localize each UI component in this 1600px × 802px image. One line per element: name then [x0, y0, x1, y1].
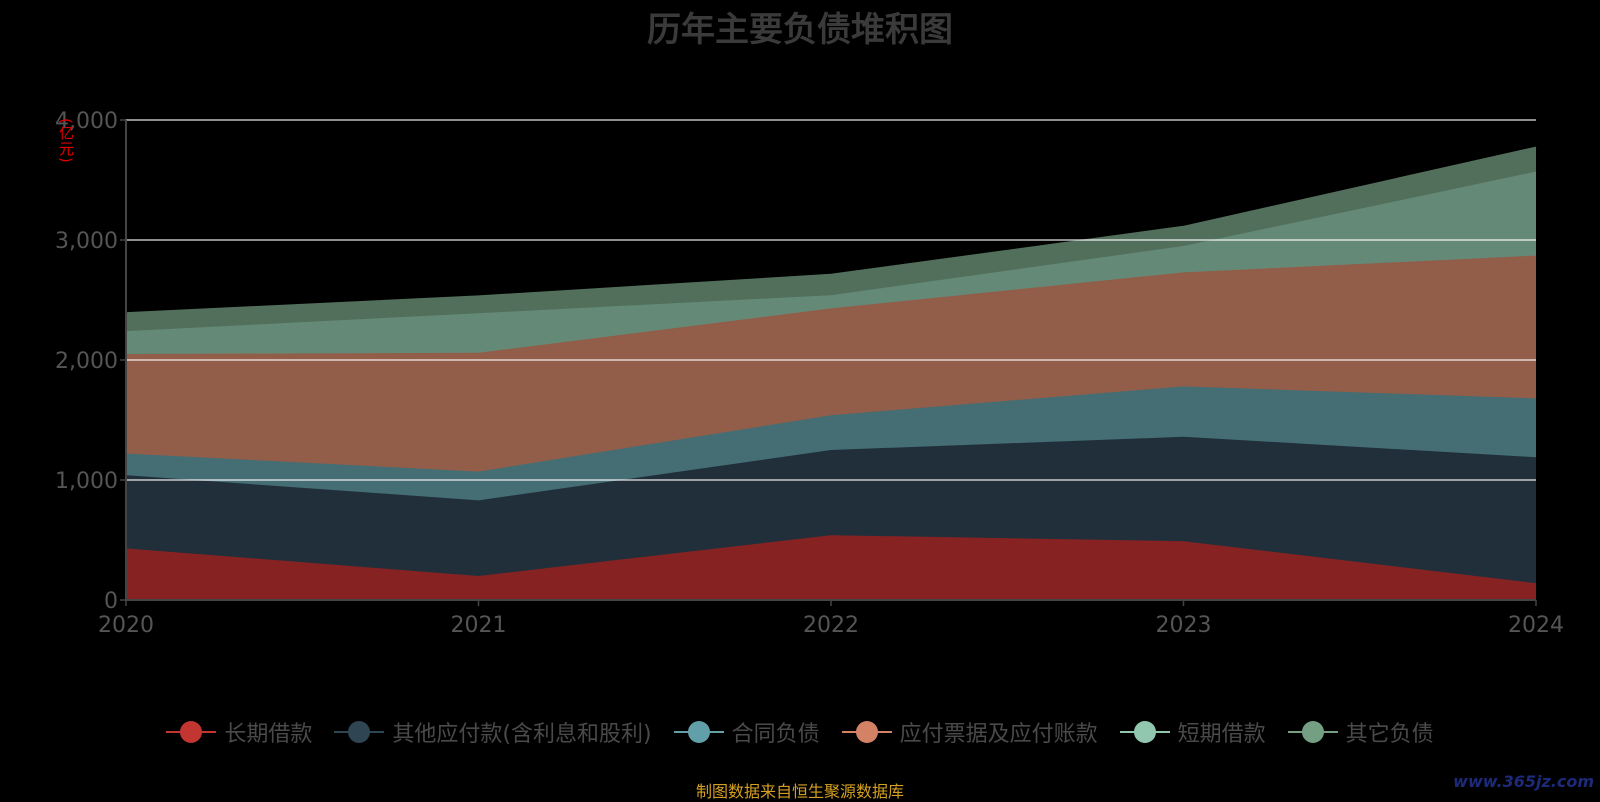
x-tick-label: 2023: [1156, 613, 1212, 638]
y-axis-unit: (亿元): [57, 118, 75, 164]
legend-item[interactable]: 应付票据及应付账款: [841, 716, 1098, 748]
y-tick-label: 1,000: [55, 469, 118, 494]
y-tick-label: 4,000: [55, 109, 118, 134]
chart-title: 历年主要负债堆积图: [647, 10, 953, 50]
legend-label: 其它负债: [1345, 722, 1434, 747]
legend-item[interactable]: 短期借款: [1119, 716, 1266, 748]
legend-label: 长期借款: [224, 722, 313, 747]
legend-swatch-icon: [841, 720, 892, 744]
x-tick-label: 2021: [451, 613, 507, 638]
y-tick-label: 2,000: [55, 349, 118, 374]
y-tick-label: 3,000: [55, 229, 118, 254]
area-2: [126, 436, 1536, 584]
axes: 0 1,000 2,000 3,000 4,000 2020 2021 2022 2023 202…: [55, 109, 1564, 638]
legend-item[interactable]: 其他应付款(含利息和股利): [334, 716, 652, 748]
series-line-6: [125, 146, 1537, 315]
area-5: [126, 171, 1536, 354]
area-layers: [125, 146, 1537, 600]
x-tick-label: 2022: [803, 613, 859, 638]
area-6: [126, 147, 1536, 332]
y-tick-label: 0: [104, 589, 118, 614]
area-1: [126, 535, 1536, 600]
legend-label: 合同负债: [731, 722, 820, 747]
legend-swatch-icon: [1119, 720, 1170, 744]
x-tick-label: 2020: [98, 613, 154, 638]
legend-swatch-icon: [673, 720, 724, 744]
legend-label: 其他应付款(含利息和股利): [392, 722, 652, 747]
legend-item[interactable]: 其它负债: [1287, 716, 1434, 748]
legend-item[interactable]: 长期借款: [166, 716, 312, 748]
legend-item[interactable]: 合同负债: [673, 716, 820, 748]
legend-swatch-icon: [1287, 720, 1338, 744]
grid-lines: [126, 119, 1536, 481]
legend-swatch-icon: [334, 720, 385, 744]
legend-label: 应付票据及应付账款: [899, 722, 1098, 747]
x-tick-label: 2024: [1508, 613, 1564, 638]
area-4: [126, 255, 1536, 472]
source-note: 制图数据来自恒生聚源数据库: [695, 782, 904, 801]
stacked-area-chart: 0 1,000 2,000 3,000 4,000 2020 2021 2022 2023 202…: [55, 109, 1564, 638]
legend-label: 短期借款: [1177, 722, 1266, 747]
watermark: www.365jz.com: [1453, 772, 1594, 791]
legend: 长期借款 其他应付款(含利息和股利) 合同负债 应付票据及应付账款 短期借款 其它负债: [0, 716, 1600, 748]
legend-swatch-icon: [166, 720, 217, 744]
